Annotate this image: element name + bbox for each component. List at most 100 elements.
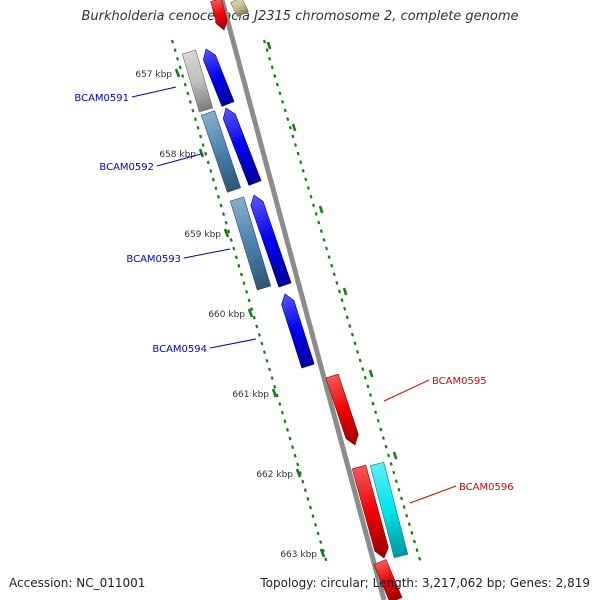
accession-label: Accession: NC_011001 [9, 576, 146, 590]
left-minor-tick-8 [191, 108, 195, 113]
left-minor-tick-28 [242, 281, 246, 286]
left-minor-tick-2 [176, 56, 180, 61]
left-minor-tick-24 [232, 246, 236, 251]
left-minor-tick-30 [247, 298, 251, 303]
scale-label-4: 661 kbp [232, 390, 269, 400]
gene-cds-red-top[interactable] [210, 0, 230, 31]
left-minor-tick-54 [308, 505, 312, 510]
right-minor-tick-27 [332, 272, 336, 277]
feature-tracks [181, 0, 409, 600]
gene-row-grey[interactable] [181, 49, 214, 113]
right-major-tick-3 [342, 287, 348, 296]
gene-cds-blue-1[interactable] [200, 47, 235, 107]
left-minor-tick-43 [280, 410, 284, 415]
right-minor-tick-21 [317, 220, 321, 225]
scale-major-tick-0 [174, 68, 181, 78]
right-minor-tick-32 [345, 315, 349, 320]
right-minor-tick-44 [376, 418, 380, 423]
gene-cds-blue-4[interactable] [279, 292, 315, 369]
left-minor-tick-23 [229, 238, 233, 242]
right-minor-tick-26 [330, 263, 334, 268]
left-minor-tick-39 [270, 376, 274, 380]
map-title: Burkholderia cenocepacia J2315 chromosom… [81, 9, 519, 24]
right-minor-tick-22 [319, 229, 323, 234]
left-minor-tick-19 [219, 203, 223, 208]
left-minor-tick-42 [278, 402, 282, 406]
left-minor-tick-27 [239, 272, 243, 277]
left-minor-tick-16 [211, 177, 215, 182]
right-minor-tick-50 [392, 470, 396, 475]
gene-cds-red-2[interactable] [351, 464, 390, 560]
gene-label-bcam0592[interactable]: BCAM0592 [99, 162, 154, 173]
left-minor-tick-6 [186, 91, 190, 96]
right-minor-tick-13 [296, 151, 300, 156]
left-minor-tick-20 [222, 212, 226, 216]
gene-label-bcam0593[interactable]: BCAM0593 [126, 254, 181, 265]
right-minor-tick-42 [371, 401, 375, 406]
right-minor-tick-8 [283, 108, 287, 113]
left-minor-tick-49 [296, 462, 300, 467]
gene-label-leader-0 [131, 86, 177, 98]
right-minor-tick-39 [363, 375, 367, 380]
left-minor-tick-50 [298, 471, 302, 475]
right-minor-tick-29 [337, 289, 341, 294]
gene-cds-red-3[interactable] [373, 559, 403, 600]
right-minor-tick-31 [343, 306, 347, 311]
scale-major-tick-2 [223, 228, 230, 238]
left-minor-tick-11 [199, 134, 203, 139]
right-minor-tick-58 [412, 539, 416, 544]
right-major-tick-5 [392, 451, 398, 460]
right-minor-tick-6 [278, 91, 282, 96]
right-minor-tick-34 [350, 332, 354, 337]
gene-row-steel-1[interactable] [200, 110, 242, 193]
left-minor-tick-58 [319, 540, 323, 544]
backbone-line [219, 0, 387, 600]
left-minor-tick-53 [306, 497, 310, 501]
right-minor-tick-33 [348, 324, 352, 328]
left-minor-tick-48 [293, 453, 297, 458]
gene-label-bcam0594[interactable]: BCAM0594 [152, 344, 207, 355]
right-major-tick-0 [266, 41, 272, 50]
gene-row-olive-top[interactable] [230, 0, 249, 18]
gene-label-bcam0595[interactable]: BCAM0595 [432, 376, 487, 387]
right-minor-tick-18 [309, 194, 313, 199]
left-minor-tick-14 [206, 160, 210, 165]
right-minor-tick-43 [374, 410, 378, 415]
right-minor-tick-20 [314, 212, 318, 216]
gene-cds-blue-3[interactable] [248, 193, 292, 288]
right-minor-tick-3 [270, 65, 274, 70]
left-minor-tick-37 [265, 358, 269, 363]
right-minor-tick-45 [379, 427, 383, 432]
right-minor-tick-51 [394, 479, 398, 484]
right-minor-tick-2 [268, 56, 272, 61]
gene-cds-blue-2[interactable] [220, 106, 262, 186]
left-minor-tick-55 [311, 514, 315, 519]
scale-label-1: 658 kbp [159, 150, 196, 160]
left-minor-tick-31 [250, 307, 254, 311]
right-minor-tick-36 [356, 350, 360, 354]
gene-label-bcam0591[interactable]: BCAM0591 [74, 93, 129, 104]
left-minor-tick-1 [173, 48, 177, 53]
right-minor-tick-46 [381, 436, 385, 440]
gene-label-leader-4 [383, 379, 430, 402]
scale-label-2: 659 kbp [184, 230, 221, 240]
left-minor-tick-22 [227, 229, 231, 234]
left-minor-tick-40 [273, 384, 277, 389]
right-minor-tick-1 [265, 48, 269, 53]
left-minor-tick-4 [181, 74, 185, 78]
scale-major-tick-5 [295, 468, 302, 478]
left-minor-tick-5 [183, 82, 187, 87]
right-minor-tick-14 [299, 160, 303, 165]
right-minor-tick-15 [301, 168, 305, 173]
right-major-tick-1 [291, 123, 297, 132]
gene-label-bcam0596[interactable]: BCAM0596 [459, 482, 514, 493]
right-minor-tick-25 [327, 255, 331, 259]
gene-cds-red-1[interactable] [325, 373, 361, 447]
right-minor-tick-16 [304, 177, 308, 182]
gene-row-cyan[interactable] [369, 461, 409, 559]
left-minor-tick-35 [260, 341, 264, 346]
gene-row-steel-2[interactable] [229, 196, 272, 291]
genome-summary: Topology: circular; Length: 3,217,062 bp… [260, 576, 590, 590]
left-minor-tick-18 [216, 195, 220, 199]
